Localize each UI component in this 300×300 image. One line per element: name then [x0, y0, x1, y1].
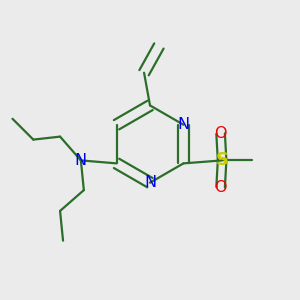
Text: O: O	[214, 126, 227, 141]
Text: N: N	[177, 117, 190, 132]
Text: N: N	[75, 153, 87, 168]
Text: N: N	[144, 175, 156, 190]
Text: O: O	[214, 180, 227, 195]
Text: S: S	[216, 152, 229, 169]
